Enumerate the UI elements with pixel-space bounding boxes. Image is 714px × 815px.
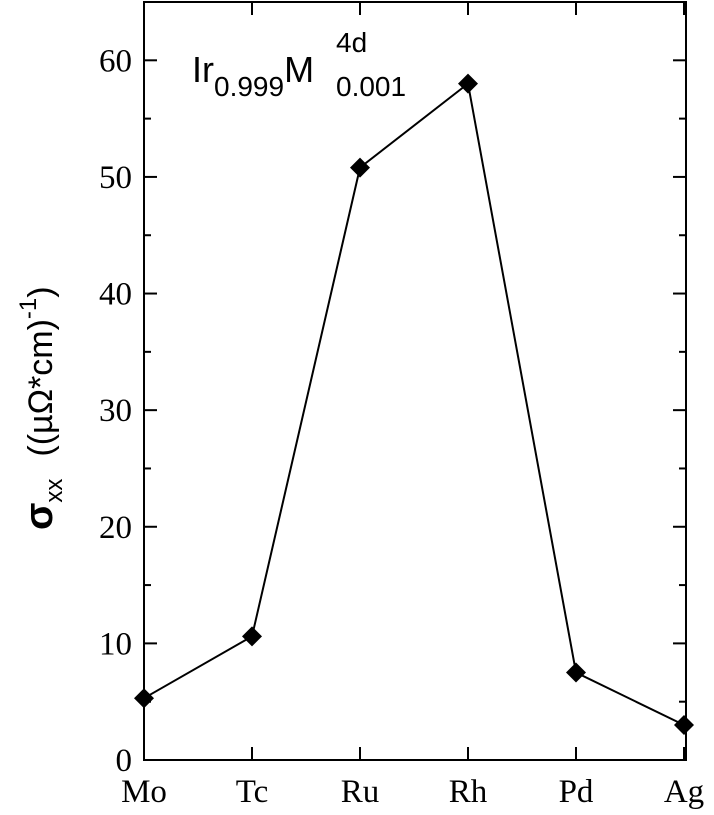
y-label-part: ((µΩ*cm) <box>22 319 60 457</box>
y-label-part: -1 <box>15 298 42 319</box>
annotation-part: 0.999 <box>214 71 284 102</box>
x-tick-label: Rh <box>449 774 488 810</box>
y-label-part: σ <box>17 503 61 530</box>
data-point <box>458 73 478 94</box>
x-tick-label: Ag <box>664 774 704 810</box>
data-point <box>242 626 262 647</box>
annotation-part: M <box>284 49 314 90</box>
x-tick-label: Mo <box>121 774 167 810</box>
y-tick-label: 30 <box>99 393 132 429</box>
plot-frame <box>143 1 687 761</box>
y-tick-label: 10 <box>99 626 132 662</box>
y-tick-label: 20 <box>99 510 132 546</box>
y-tick-label: 40 <box>99 277 132 313</box>
series-line <box>143 81 685 726</box>
x-tick-label: Ru <box>341 774 380 810</box>
data-point <box>674 715 694 736</box>
y-tick-label: 60 <box>99 43 132 79</box>
annotation: Ir0.999M 4d 0.001 <box>192 27 406 102</box>
x-tick-label: Pd <box>559 774 594 810</box>
y-tick-label: 0 <box>116 743 133 779</box>
data-point <box>566 662 586 683</box>
annotation-part: Ir <box>192 49 214 90</box>
data-point <box>350 157 370 178</box>
data-point <box>134 688 154 709</box>
y-tick-label: 50 <box>99 160 132 196</box>
x-tick-label: Tc <box>236 774 269 810</box>
y-axis-label: σxx ((µΩ*cm)-1) <box>15 286 68 530</box>
annotation-part: 4d <box>336 27 367 58</box>
y-label-part: ) <box>22 286 60 297</box>
y-label-part: xx <box>41 479 68 503</box>
annotation-part: 0.001 <box>336 71 406 102</box>
